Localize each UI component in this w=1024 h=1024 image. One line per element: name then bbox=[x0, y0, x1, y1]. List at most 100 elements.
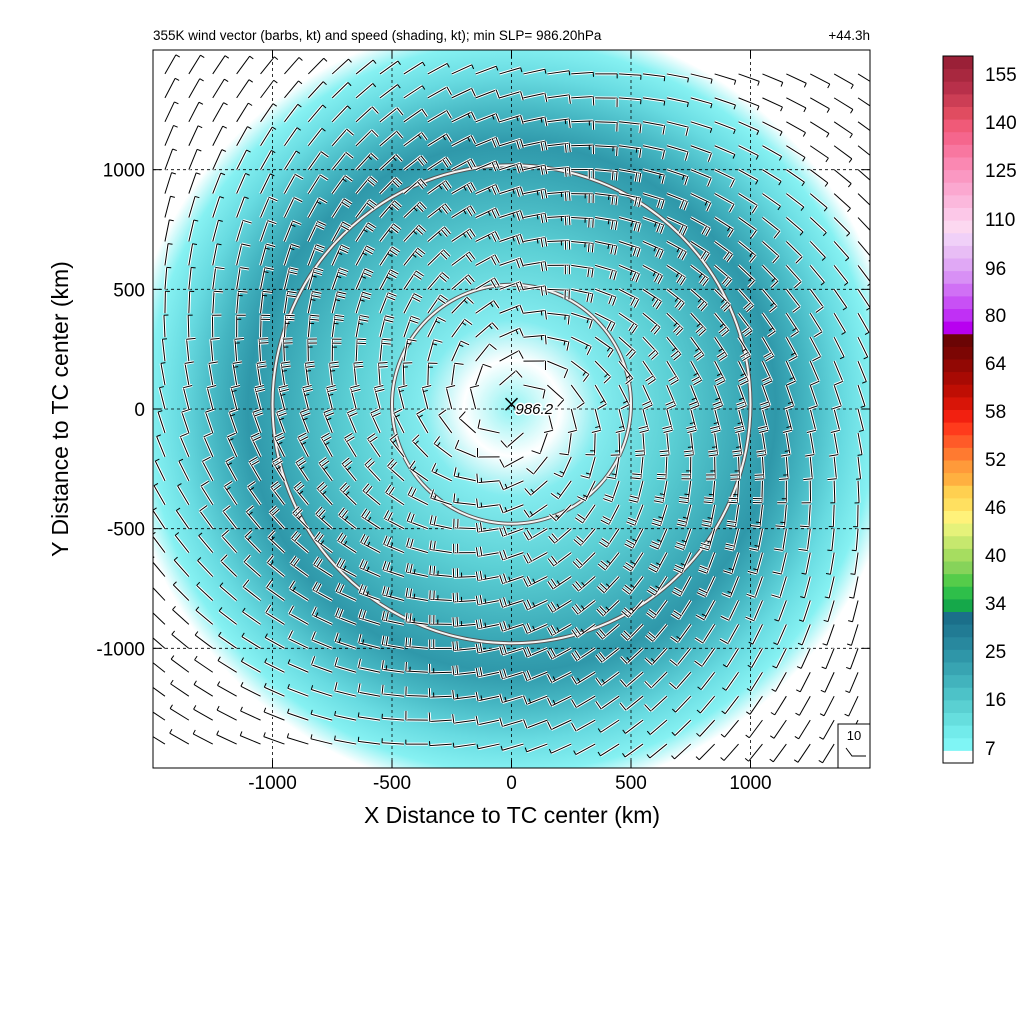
wind-barb-half-feather bbox=[564, 119, 567, 125]
wind-barb-feather bbox=[499, 646, 503, 655]
wind-barb-staff bbox=[405, 670, 428, 673]
wind-barb-feather bbox=[475, 619, 479, 629]
wind-barb-feather bbox=[648, 567, 657, 573]
wind-barb-feather bbox=[724, 547, 734, 551]
wind-barb-feather bbox=[390, 433, 398, 440]
wind-barb bbox=[580, 456, 597, 480]
wind-barb-staff bbox=[506, 432, 524, 448]
wind-barb-half-feather bbox=[148, 655, 151, 659]
wind-barb bbox=[192, 729, 214, 746]
wind-barb bbox=[803, 456, 814, 482]
wind-barb-feather bbox=[728, 501, 738, 504]
wind-barb-feather bbox=[747, 570, 757, 575]
wind-barb bbox=[275, 407, 288, 434]
wind-barb bbox=[341, 456, 358, 482]
wind-barb-feather bbox=[672, 591, 681, 597]
wind-barb-feather bbox=[695, 614, 705, 621]
wind-barb-half-feather bbox=[697, 686, 702, 691]
wind-barb-staff bbox=[702, 624, 716, 644]
wind-barb-feather bbox=[301, 412, 311, 417]
wind-barb bbox=[224, 455, 238, 482]
wind-barb bbox=[696, 695, 716, 714]
wind-barb-feather bbox=[364, 458, 372, 466]
wind-barb-feather bbox=[699, 565, 709, 570]
wind-barb bbox=[522, 527, 549, 542]
wind-barb bbox=[854, 480, 861, 504]
wind-barb bbox=[754, 456, 766, 481]
wind-barb bbox=[720, 743, 740, 762]
wind-barb bbox=[366, 432, 382, 458]
wind-barb-staff bbox=[311, 639, 333, 649]
wind-barb-half-feather bbox=[322, 490, 327, 495]
wind-barb-feather bbox=[723, 570, 732, 575]
wind-barb-feather bbox=[433, 515, 437, 525]
wind-barb-half-feather bbox=[310, 685, 314, 690]
wind-barb-half-feather bbox=[326, 417, 332, 421]
wind-barb-half-feather bbox=[287, 708, 290, 714]
wind-barb-staff bbox=[429, 548, 452, 554]
wind-barb-staff bbox=[477, 695, 500, 702]
wind-barb-feather bbox=[571, 722, 577, 732]
wind-barb-feather bbox=[338, 507, 345, 516]
wind-barb bbox=[644, 623, 669, 643]
wind-barb bbox=[498, 525, 524, 538]
wind-barb-feather bbox=[728, 497, 738, 500]
wind-barb-feather bbox=[600, 560, 609, 568]
wind-barb bbox=[452, 467, 476, 483]
wind-barb bbox=[217, 631, 238, 650]
wind-barb-staff bbox=[416, 413, 429, 434]
wind-barb-feather bbox=[348, 412, 358, 417]
wind-barb bbox=[380, 660, 405, 674]
wind-barb-feather bbox=[547, 697, 552, 707]
wind-barb-feather bbox=[317, 482, 325, 489]
wind-barb bbox=[453, 439, 477, 459]
wind-barb bbox=[681, 456, 693, 481]
wind-barb bbox=[380, 610, 405, 626]
wind-barb-staff bbox=[200, 485, 214, 505]
wind-barb bbox=[193, 680, 214, 698]
wind-barb-half-feather bbox=[772, 665, 777, 669]
wind-barb bbox=[153, 710, 166, 722]
wind-barb-staff bbox=[195, 609, 214, 625]
wind-barb-feather bbox=[622, 588, 630, 595]
wind-barb bbox=[646, 575, 669, 597]
wind-barb-staff bbox=[264, 686, 285, 697]
wind-barb-half-feather bbox=[795, 712, 800, 716]
wind-barb bbox=[451, 713, 476, 725]
wind-barb-feather bbox=[254, 412, 264, 417]
wind-barb-feather bbox=[433, 565, 436, 575]
wind-barb bbox=[333, 632, 357, 650]
wind-barb-feather bbox=[476, 498, 479, 508]
wind-barb bbox=[522, 599, 548, 612]
wind-barb bbox=[746, 695, 764, 716]
wind-barb-staff bbox=[808, 504, 811, 527]
wind-barb-feather bbox=[291, 531, 298, 539]
wind-barb-half-feather bbox=[555, 514, 560, 519]
wind-barb bbox=[271, 456, 286, 482]
wind-barb-half-feather bbox=[299, 490, 304, 495]
wind-barb bbox=[193, 655, 214, 674]
wind-barb-staff bbox=[526, 743, 548, 753]
wind-barb bbox=[363, 457, 382, 482]
wind-barb-staff bbox=[477, 427, 500, 434]
wind-barb-staff bbox=[172, 584, 190, 601]
wind-barb bbox=[500, 742, 524, 752]
wind-barb-feather bbox=[754, 474, 764, 476]
wind-barb bbox=[318, 456, 334, 482]
time-label: +44.3h bbox=[828, 28, 870, 43]
wind-barb-feather bbox=[365, 485, 373, 494]
wind-barb-staff bbox=[219, 585, 237, 601]
wind-barb-half-feather bbox=[850, 573, 856, 575]
wind-barb-staff bbox=[393, 413, 405, 434]
wind-barb-staff bbox=[637, 480, 644, 503]
wind-barb-staff bbox=[575, 719, 596, 732]
wind-barb-feather bbox=[726, 520, 736, 524]
wind-barb-staff bbox=[429, 719, 452, 722]
wind-barb-feather bbox=[651, 541, 660, 546]
wind-barb-feather bbox=[383, 535, 388, 545]
wind-barb-feather bbox=[677, 519, 687, 523]
wind-barb bbox=[476, 447, 500, 459]
wind-barb bbox=[570, 718, 596, 733]
wind-barb bbox=[796, 647, 812, 669]
wind-barb-half-feather bbox=[529, 511, 533, 516]
